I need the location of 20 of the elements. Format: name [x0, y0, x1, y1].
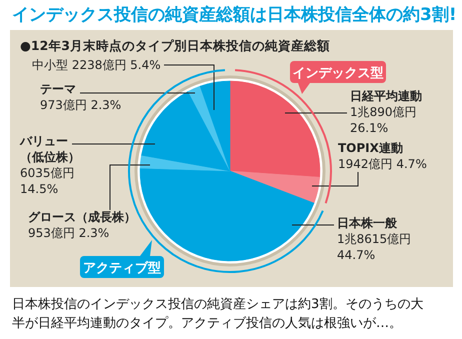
data-label: 953億円 2.3%	[28, 226, 110, 240]
slice-label: 中小型 2238億円 5.4%	[32, 58, 161, 72]
data-label: 973億円 2.3%	[40, 98, 122, 112]
data-label: 6035億円 14.5%	[20, 166, 75, 196]
pie-slice	[230, 80, 320, 178]
slice-label: テーマ	[40, 82, 76, 96]
slice-label: グロース（成長株）	[28, 210, 136, 224]
chart-title: インデックス投信の純資産総額は日本株投信全体の約3割!	[12, 5, 457, 25]
text: インデックス型	[292, 66, 384, 81]
slice-label: 日本株一般	[337, 216, 398, 230]
chart-subtitle: ●12年3月末時点のタイプ別日本株投信の純資産総額	[20, 38, 330, 53]
data-label: 1兆890億円 26.1%	[350, 105, 417, 135]
pie-slice	[230, 170, 320, 204]
slice-label: バリュー（低位株）	[19, 134, 80, 164]
data-label: 1兆8615億円 44.7%	[337, 232, 412, 262]
slice-label: 日経平均連動	[350, 89, 422, 103]
text: アクティブ型	[83, 260, 161, 276]
text: 日本株投信のインデックス投信の純資産シェアは約3割。そのうちの大半が日経平均連動のタイプ。アクティブ投信の人気は根強いが…。	[12, 296, 424, 331]
data-label: 1942億円 4.7%	[338, 157, 427, 171]
slice-label: TOPIX連動	[338, 141, 403, 155]
